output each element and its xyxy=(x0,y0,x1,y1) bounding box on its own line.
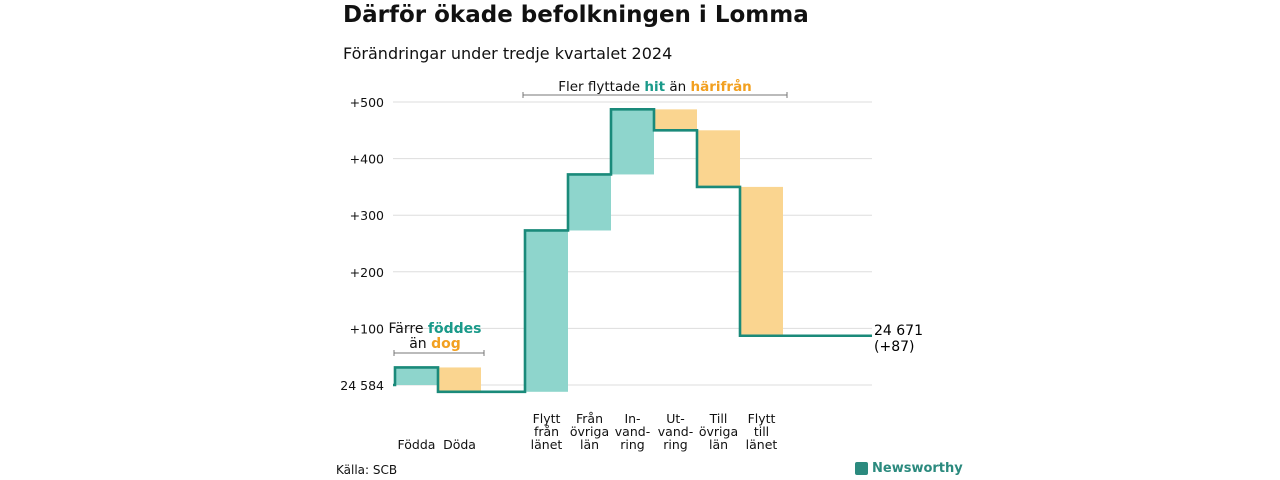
annotation-top-highlight-2: härifrån xyxy=(691,78,752,95)
y-tick-label: 24 584 xyxy=(340,378,384,393)
label-layer: Födda DödaFlyttfrånlänetFrånövrigalänIn-v… xyxy=(398,411,778,452)
annotation-left-highlight: föddes xyxy=(428,321,482,337)
grid-layer: 24 584 +100 +200 +300 +400 +500 xyxy=(340,95,872,393)
category-label: ring xyxy=(620,437,644,452)
category-label: övriga xyxy=(570,424,609,439)
annotation-left-highlight-2: dog xyxy=(431,336,461,352)
chart-subtitle: Förändringar under tredje kvartalet 2024 xyxy=(343,44,673,63)
bar-layer xyxy=(395,109,783,392)
svg-text:Färre föddes: Färre föddes xyxy=(389,321,482,337)
y-tick-label: +500 xyxy=(350,95,384,110)
category-label: Från xyxy=(576,411,603,426)
y-tick-label: +400 xyxy=(350,152,384,167)
category-label: länet xyxy=(531,437,563,452)
waterfall-bar xyxy=(395,367,438,385)
annotation-migration: Fler flyttade hit än härifrån xyxy=(522,78,788,98)
category-label: vand- xyxy=(615,424,650,439)
category-label: övriga xyxy=(699,424,738,439)
waterfall-bar xyxy=(438,367,481,392)
brand-logo: Newsworthy xyxy=(855,461,963,476)
category-label: In- xyxy=(624,411,640,426)
svg-text:än dog: än dog xyxy=(409,336,461,352)
newsworthy-icon xyxy=(855,462,868,475)
end-value-label: 24 671 xyxy=(874,323,923,339)
category-label: Till xyxy=(709,411,728,426)
category-label: vand- xyxy=(658,424,693,439)
end-change-label: (+87) xyxy=(874,339,914,355)
y-tick-label: +200 xyxy=(350,265,384,280)
category-label: Döda xyxy=(443,437,476,452)
source-note: Källa: SCB xyxy=(336,463,398,477)
waterfall-bar xyxy=(654,109,697,131)
waterfall-bar xyxy=(568,174,611,231)
line-layer xyxy=(393,108,872,394)
annotation-births-deaths: Färre föddes än dog xyxy=(389,321,485,356)
category-label: Födda xyxy=(398,437,436,452)
annotation-top-text-2: än xyxy=(669,79,686,95)
category-label: Flytt xyxy=(748,411,776,426)
svg-text:Fler flyttade hit: Fler flyttade hit än härifrån xyxy=(558,78,752,95)
annotation-top-text: Fler flyttade xyxy=(558,79,640,95)
y-tick-label: +100 xyxy=(350,321,384,336)
waterfall-bar xyxy=(525,230,568,392)
category-label: Flytt xyxy=(533,411,561,426)
chart-title: Därför ökade befolkningen i Lomma xyxy=(343,2,809,28)
category-label: Ut- xyxy=(666,411,685,426)
y-tick-label: +300 xyxy=(350,208,384,223)
category-label: län xyxy=(580,437,599,452)
waterfall-bar xyxy=(611,109,654,175)
category-label: län xyxy=(709,437,728,452)
annotation-top-highlight: hit xyxy=(644,79,665,95)
waterfall-bar xyxy=(740,186,783,336)
running-total-line xyxy=(393,108,872,394)
annotation-left-text: Färre xyxy=(389,321,424,337)
category-label: till xyxy=(754,424,769,439)
category-label: ring xyxy=(663,437,687,452)
category-label: från xyxy=(534,424,559,439)
category-label: länet xyxy=(746,437,778,452)
annotation-left-text-2: än xyxy=(409,336,426,352)
waterfall-bar xyxy=(697,130,740,187)
brand-name: Newsworthy xyxy=(872,461,963,476)
